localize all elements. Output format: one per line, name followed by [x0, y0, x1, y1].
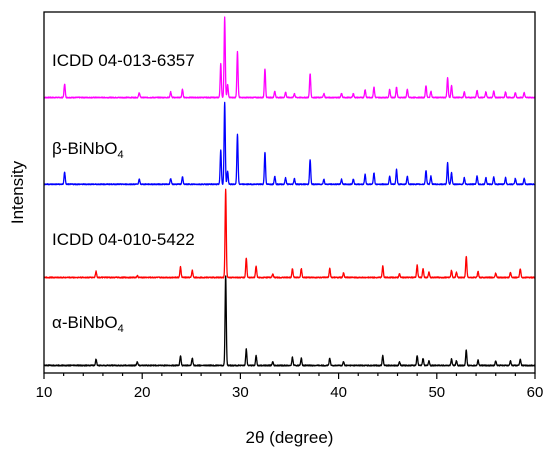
- series-label-layer: ICDD 04-013-6357 β-BiNbO4 ICDD 04-010-5422…: [52, 51, 195, 335]
- series-layer: [43, 16, 536, 367]
- y-axis-title: Intensity: [8, 160, 27, 224]
- series-line-2: [43, 188, 536, 279]
- series-label-3: α-BiNbO4: [52, 313, 124, 335]
- series-label-0: ICDD 04-013-6357: [52, 51, 195, 70]
- series-line-0: [43, 16, 536, 99]
- x-tick-label: 30: [232, 384, 249, 401]
- x-tick-label: 10: [36, 384, 53, 401]
- series-label-2: ICDD 04-010-5422: [52, 230, 195, 249]
- series-line-1: [43, 101, 536, 186]
- x-axis-title: 2θ (degree): [246, 428, 334, 447]
- plot-frame: [43, 11, 536, 374]
- x-tick-label: 40: [330, 384, 347, 401]
- x-tick-label: 20: [134, 384, 151, 401]
- x-tick-label: 50: [428, 384, 445, 401]
- series-line-3: [43, 275, 536, 367]
- x-tick-label: 60: [527, 384, 544, 401]
- series-label-1: β-BiNbO4: [52, 139, 124, 161]
- x-tick-layer: 10 20 30 40 50 60: [36, 373, 544, 401]
